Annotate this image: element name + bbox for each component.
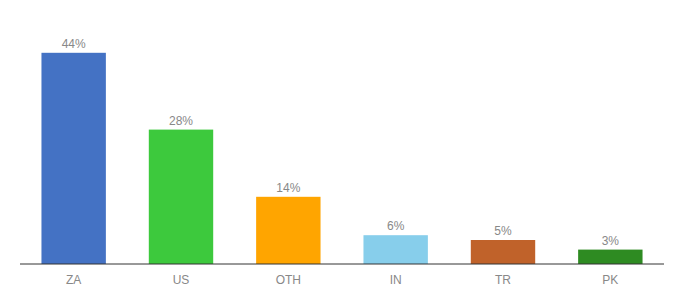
bar [363,235,427,264]
bar [578,250,642,264]
x-tick-label: TR [495,273,511,287]
data-label: 44% [62,37,86,51]
bars [41,53,642,264]
bar [471,240,535,264]
bar [41,53,105,264]
x-tick-label: PK [602,273,618,287]
x-tick-label: OTH [276,273,301,287]
x-tick-label: IN [390,273,402,287]
x-tick-label: US [173,273,190,287]
data-label: 5% [494,224,512,238]
bar [149,130,213,264]
data-label: 28% [169,114,193,128]
x-axis: ZA US OTH IN TR PK [66,273,618,287]
data-label: 3% [602,234,620,248]
bar [256,197,320,264]
data-labels: 44% 28% 14% 6% 5% 3% [62,37,620,248]
data-label: 14% [276,181,300,195]
chart-svg: 44% 28% 14% 6% 5% 3% ZA US OTH IN TR PK [0,0,680,300]
x-axis-line [20,264,664,265]
chart-container: 44% 28% 14% 6% 5% 3% ZA US OTH IN TR PK [0,0,680,300]
x-tick-label: ZA [66,273,81,287]
data-label: 6% [387,219,405,233]
